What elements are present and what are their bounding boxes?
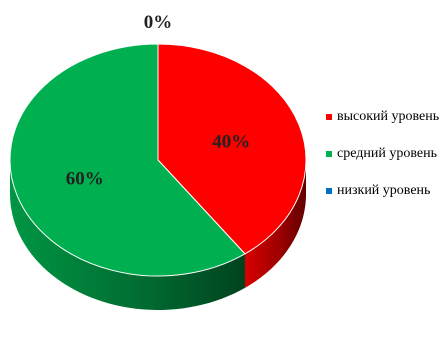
legend-item-medium: средний уровень (326, 146, 439, 162)
data-label-high: 40% (212, 131, 250, 152)
legend: высокий уровень средний уровень низкий у… (326, 109, 439, 220)
pie-slice-medium (9, 43, 246, 277)
legend-label-high: высокий уровень (337, 109, 440, 124)
pie-3d-sides (10, 160, 306, 310)
pie-side-medium (10, 160, 245, 310)
pie-top-face (9, 43, 307, 277)
pie-slice-high (157, 43, 307, 255)
legend-label-medium: средний уровень (337, 146, 437, 161)
legend-item-low: низкий уровень (326, 183, 439, 199)
pie-data-labels: 40% 60% 0% (66, 12, 250, 190)
legend-label-low: низкий уровень (337, 183, 431, 198)
data-label-medium: 60% (66, 169, 104, 190)
legend-swatch-low (326, 188, 332, 194)
pie-side-high (244, 160, 306, 288)
legend-swatch-high (326, 114, 332, 120)
legend-item-high: высокий уровень (326, 109, 439, 125)
legend-swatch-medium (326, 151, 332, 157)
data-label-low: 0% (144, 12, 173, 33)
